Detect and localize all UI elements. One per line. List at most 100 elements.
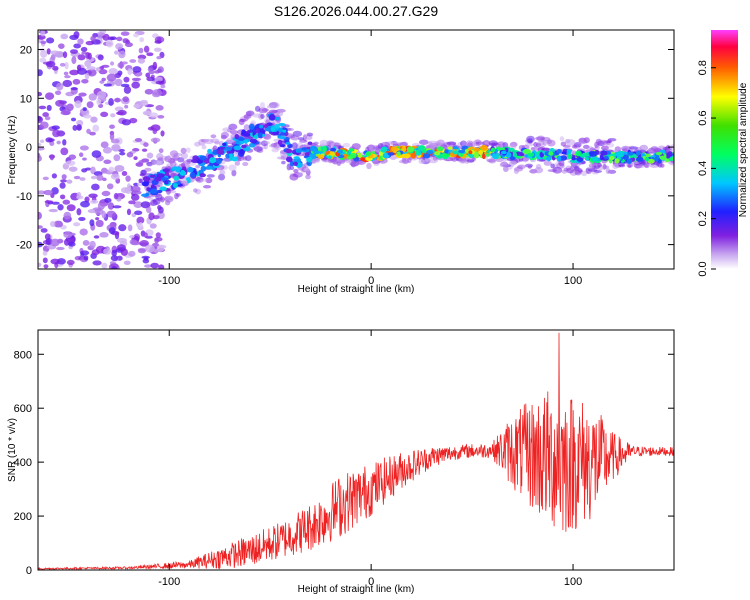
spectrogram-halo-blob	[366, 162, 372, 170]
spectrogram-noise-blob	[53, 220, 64, 228]
spectrogram-ridge-blob	[623, 154, 629, 160]
spectrogram-noise-blob	[61, 174, 67, 180]
spectrogram-halo-blob	[220, 131, 230, 139]
spectrogram-halo-blob	[559, 136, 565, 142]
spectrogram-noise-blob	[62, 199, 71, 205]
spectrogram-noise-blob	[142, 110, 152, 116]
spectrogram-noise-blob	[154, 40, 162, 44]
spectrogram-halo-blob	[605, 142, 615, 148]
spectrogram-noise-blob	[66, 179, 73, 184]
spectrogram-noise-blob	[78, 152, 84, 158]
spectrogram-halo-blob	[195, 164, 201, 169]
spectrogram-marks	[38, 30, 674, 269]
spectrogram-ridge-blob	[285, 148, 293, 154]
spectrogram-noise-blob	[133, 156, 138, 161]
spectrogram-ridge-blob	[556, 148, 562, 154]
spectrogram-ridge-blob	[209, 157, 217, 164]
spectrogram-ridge-blob	[402, 153, 411, 159]
spectrogram-ridge-blob	[149, 174, 156, 178]
spectrogram-noise-blob	[143, 257, 149, 261]
spectrogram-noise-blob	[56, 140, 61, 145]
spectrogram-noise-blob	[101, 262, 108, 269]
spectrogram-noise-blob	[153, 70, 160, 74]
spectrogram-noise-blob	[96, 90, 107, 99]
spectrogram-noise-blob	[129, 239, 138, 245]
spectrogram-noise-blob	[59, 182, 66, 189]
spectrogram-halo-blob	[587, 168, 598, 172]
spectrogram-noise-blob	[90, 175, 97, 180]
spectrogram-noise-blob	[145, 244, 155, 253]
spectrogram-ridge-blob	[626, 158, 633, 165]
spectrogram-noise-blob	[128, 200, 136, 205]
spectrogram-noise-blob	[120, 31, 130, 36]
spectrogram-noise-blob	[110, 138, 120, 144]
spectrogram-halo-blob	[428, 157, 439, 164]
spectrogram-noise-blob	[109, 124, 115, 129]
spectrogram-ridge-blob	[296, 148, 303, 153]
spectrogram-halo-blob	[535, 163, 542, 170]
spectrogram-noise-blob	[156, 245, 165, 252]
spectrogram-halo-blob	[281, 160, 286, 165]
spectrogram-halo-blob	[583, 144, 590, 149]
spectrogram-noise-blob	[137, 57, 146, 64]
spectrogram-noise-blob	[150, 137, 161, 143]
spectrogram-noise-blob	[136, 216, 145, 224]
spectrogram-halo-blob	[460, 140, 467, 147]
spectrogram-noise-blob	[60, 33, 69, 40]
spectrogram-noise-blob	[146, 52, 154, 57]
spectrogram-halo-blob	[286, 163, 291, 171]
spectrogram-ridge-blob	[422, 153, 431, 159]
spectrogram-noise-blob	[54, 90, 62, 96]
spectrogram-ridge-blob	[401, 146, 407, 153]
spectrogram-noise-blob	[143, 232, 148, 238]
spectrogram-halo-blob	[202, 185, 212, 189]
spectrogram-halo-blob	[238, 118, 245, 126]
spectrogram-ridge-blob	[309, 145, 318, 152]
spectrogram-ridge-blob	[171, 166, 179, 171]
spectrogram-noise-blob	[91, 183, 100, 191]
spectrogram-halo-blob	[270, 142, 278, 148]
snr-ticks: -100 0 100 0 200 400 600 800	[14, 330, 674, 588]
spectrogram-halo-blob	[246, 111, 252, 117]
spectrogram-halo-blob	[261, 108, 269, 112]
spectrogram-ridge-blob	[293, 161, 299, 166]
spectrogram-ridge-blob	[270, 126, 276, 132]
snr-background	[38, 330, 674, 570]
spectrogram-halo-blob	[228, 164, 237, 171]
spectrogram-halo-blob	[291, 142, 298, 150]
spectrogram-noise-blob	[63, 211, 72, 220]
spectrogram-ridge-blob	[199, 173, 206, 178]
spectrogram-xlabel: Height of straight line (km)	[298, 284, 415, 295]
spectrogram-noise-blob	[43, 189, 54, 196]
spectrogram-noise-blob	[149, 112, 159, 118]
spectrogram-halo-blob	[205, 177, 213, 184]
spectrogram-ridge-blob	[307, 141, 313, 145]
spectrogram-noise-blob	[56, 82, 64, 91]
spectrogram-noise-blob	[40, 30, 46, 37]
spectrogram-noise-blob	[40, 228, 48, 233]
spectrogram-ridge-blob	[233, 145, 242, 151]
spectrogram-noise-blob	[105, 39, 114, 48]
spectrogram-noise-blob	[38, 211, 42, 220]
spectrogram-halo-blob	[193, 188, 198, 193]
spectrogram-noise-blob	[73, 43, 82, 49]
spectrogram-noise-blob	[121, 171, 128, 176]
spectrogram-noise-blob	[50, 258, 60, 265]
spectrogram-ridge-blob	[277, 139, 283, 146]
spectrogram-ridge-blob	[313, 150, 320, 155]
spectrogram-ridge-blob	[253, 134, 259, 140]
spectrogram-noise-blob	[49, 50, 60, 55]
spectrogram-ridge-blob	[599, 154, 604, 161]
spectrogram-noise-blob	[47, 138, 55, 142]
spectrogram-noise-blob	[100, 111, 109, 118]
spectrogram-noise-blob	[149, 223, 157, 229]
spectrogram-ridge-blob	[627, 151, 634, 156]
spectrogram-halo-blob	[536, 140, 545, 146]
spectrogram-ridge-blob	[414, 150, 419, 155]
spectrogram-noise-blob	[38, 91, 43, 97]
spectrogram-halo-blob	[527, 165, 532, 169]
spectrogram-noise-blob	[128, 250, 136, 257]
spectrogram-noise-blob	[120, 83, 130, 88]
spectrogram-noise-blob	[131, 77, 141, 81]
spectrogram-noise-blob	[92, 124, 100, 132]
